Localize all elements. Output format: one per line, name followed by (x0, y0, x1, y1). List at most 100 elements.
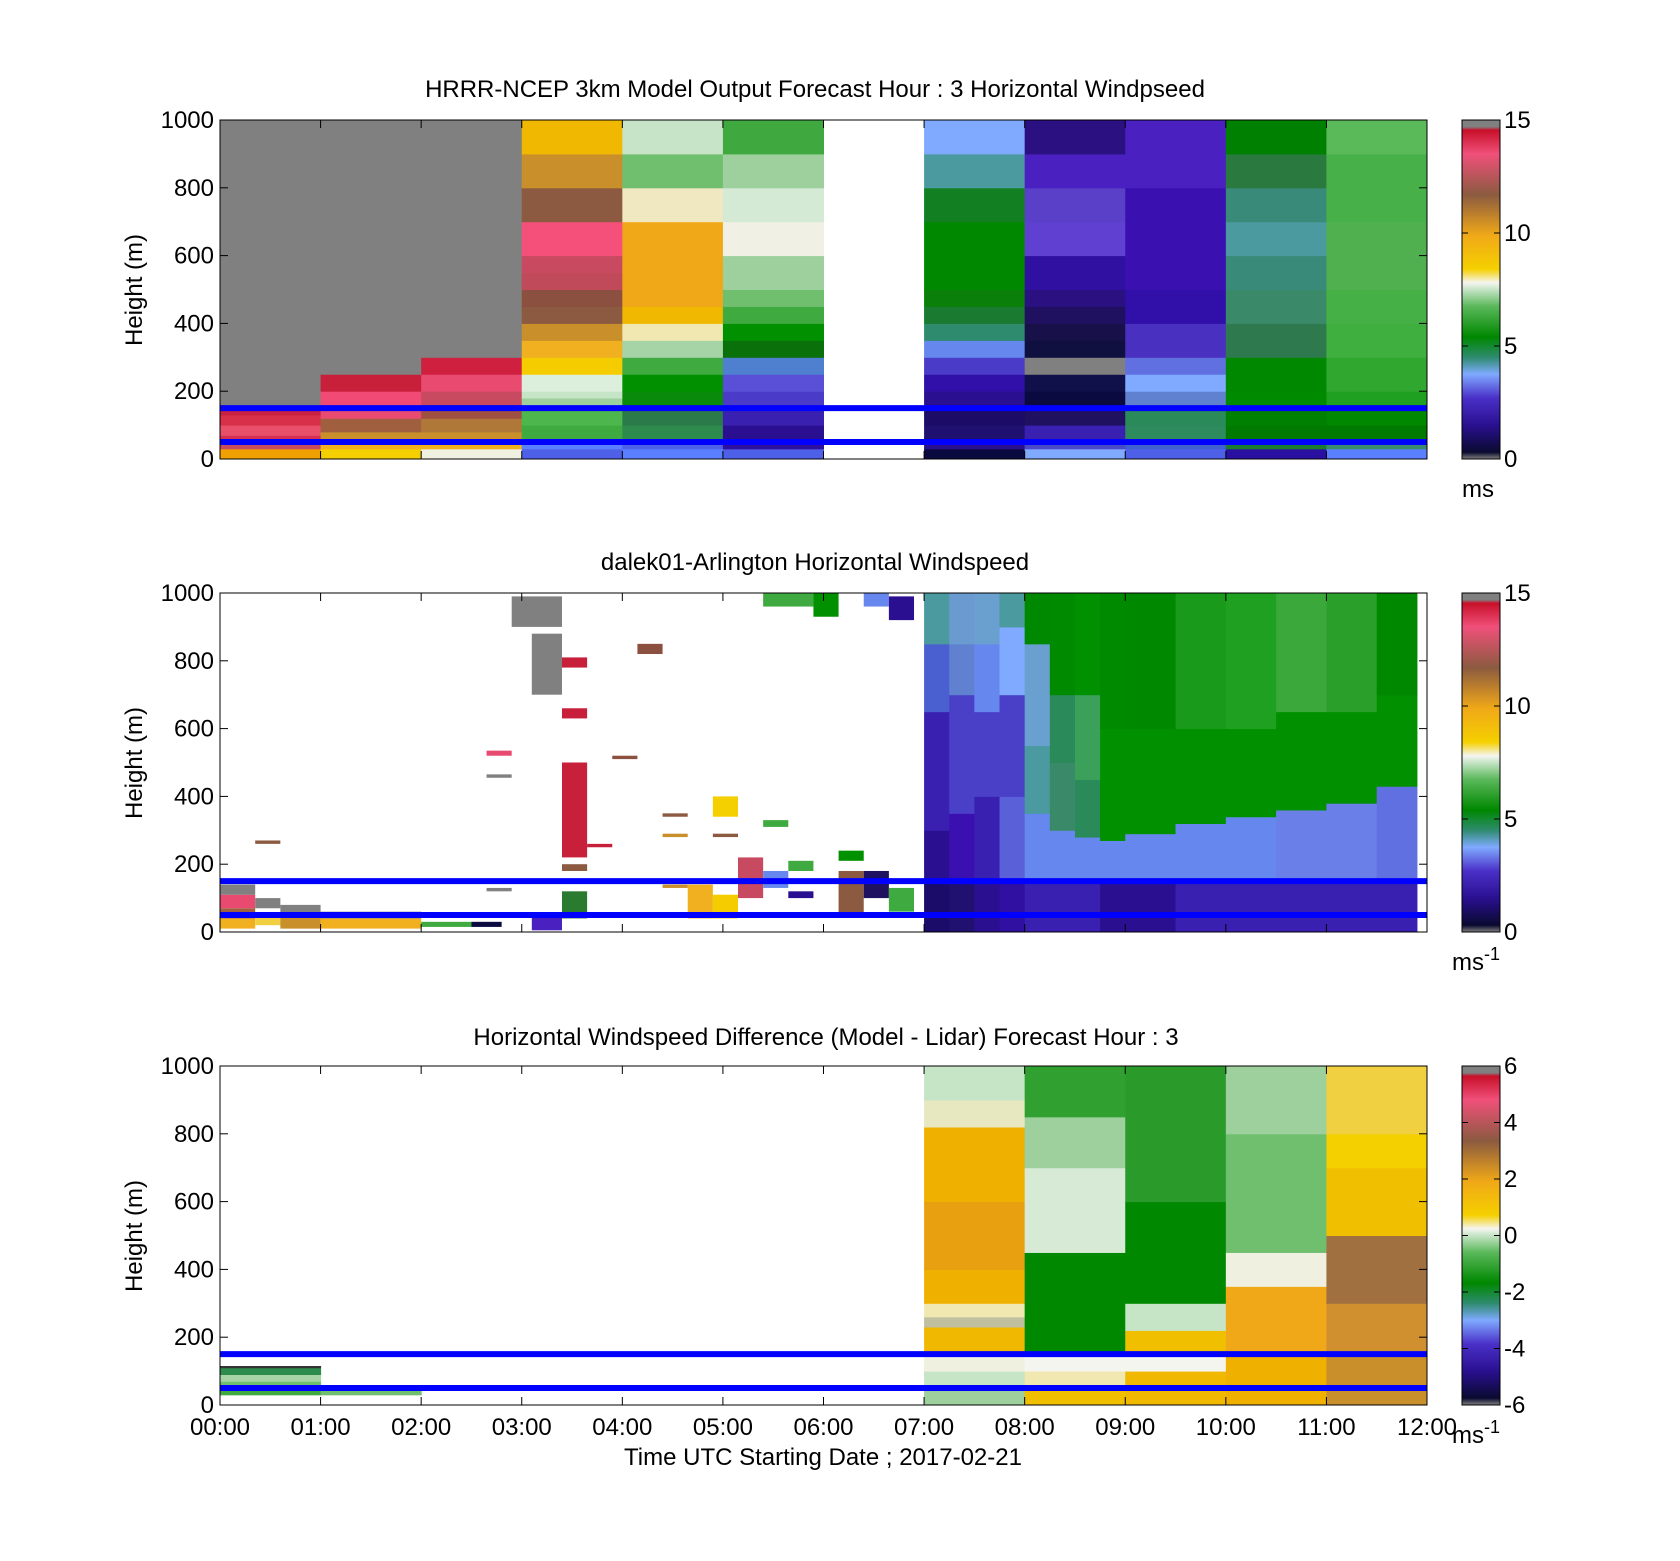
heatmap-cell (521, 408, 623, 426)
panel-title: HRRR-NCEP 3km Model Output Forecast Hour… (425, 76, 1205, 103)
heatmap-cell (924, 153, 1026, 189)
heatmap-cell (1024, 153, 1126, 189)
heatmap-cell (622, 153, 724, 189)
heatmap-cell (220, 1367, 322, 1375)
heatmap-cell (1225, 1286, 1327, 1355)
heatmap-cell (1225, 816, 1277, 882)
heatmap-cell (1326, 1235, 1428, 1304)
heatmap-cell (1024, 306, 1126, 324)
heatmap-cell (521, 374, 623, 392)
heatmap-cell (1225, 391, 1327, 409)
heatmap-cell (722, 425, 824, 440)
colorbar-unit: ms-1 (1452, 1417, 1500, 1449)
colorbar-scale (1461, 1065, 1501, 1406)
colorbar-tick-label: 5 (1504, 333, 1517, 360)
heatmap-cell (220, 448, 322, 460)
heatmap-cell (622, 425, 724, 440)
heatmap-cell (1376, 593, 1418, 696)
x-axis-ticks (219, 593, 1428, 932)
heatmap-cell (1326, 357, 1428, 392)
heatmap-cell (320, 120, 422, 375)
heatmap-cell (1225, 1066, 1327, 1135)
heatmap-cell (712, 796, 739, 817)
heatmap-cell (622, 120, 724, 155)
colorbar-tick-label: 6 (1504, 1053, 1517, 1080)
heatmap-cell (320, 1388, 422, 1396)
heatmap-cell (521, 340, 623, 358)
heatmap-cell (521, 255, 623, 274)
heatmap-cell (1326, 593, 1378, 713)
heatmap-cell (637, 643, 663, 655)
heatmap-cell (280, 915, 321, 929)
heatmap-cell (1175, 823, 1227, 882)
heatmap-cell (622, 357, 724, 375)
heatmap-cell (521, 221, 623, 257)
heatmap-cell (1225, 255, 1327, 290)
x-tick-label: 01:00 (291, 1414, 351, 1441)
heatmap-cell (511, 596, 562, 627)
heatmap-cell (486, 750, 512, 756)
heatmap-cell (924, 1316, 1026, 1328)
heatmap-cell (1125, 593, 1177, 730)
colorbar-tick-label: 0 (1504, 446, 1517, 473)
heatmap-cell (1049, 762, 1076, 831)
y-tick-label: 600 (174, 716, 214, 743)
heatmap-cell (521, 289, 623, 307)
heatmap-cell (838, 850, 864, 861)
heatmap-cell (1024, 255, 1126, 290)
heatmap-cell (1074, 694, 1101, 780)
heatmap-cell (1125, 1066, 1227, 1203)
y-axis-ticks: 0 200 400 600 800 1000 (161, 580, 1427, 946)
heatmap-cell (722, 255, 824, 290)
heatmap-cell (486, 774, 512, 778)
heatmap-cell (521, 357, 623, 375)
heatmap-cell (722, 187, 824, 223)
x-tick-label: 08:00 (995, 1414, 1055, 1441)
heatmap-cell (521, 187, 623, 223)
heatmap-cell (1326, 1303, 1428, 1355)
heatmap-cell (924, 306, 1026, 324)
heatmap-cell (949, 813, 975, 882)
heatmap-cell (1024, 1167, 1126, 1253)
heatmap-cell (320, 418, 422, 433)
heatmap-cell (788, 860, 814, 871)
heatmap-cell (1276, 593, 1327, 713)
heatmap-cell (1024, 881, 1051, 933)
heatmap-cell (1125, 255, 1227, 290)
heatmap-cell (1024, 391, 1126, 409)
heatmap-cell (421, 418, 523, 433)
x-tick-label: 07:00 (894, 1414, 954, 1441)
heatmap-cell (1175, 728, 1227, 825)
heatmap-cell (320, 442, 422, 450)
heatmap-cell (888, 887, 915, 912)
heatmap-cell (924, 120, 1026, 155)
heatmap-cell (999, 881, 1026, 933)
heatmap-cell (1024, 745, 1051, 814)
heatmap-cell (813, 593, 839, 617)
heatmap-cell (1125, 323, 1227, 358)
heatmap-cell (421, 921, 472, 927)
heatmap-cell (1074, 779, 1101, 838)
heatmap-cell (924, 408, 1026, 426)
heatmap-cell (1125, 391, 1227, 409)
heatmap-cell (924, 1269, 1026, 1304)
heatmap-cell (612, 755, 638, 760)
heatmap-cell (974, 711, 1001, 797)
heatmap-cell (1326, 1354, 1428, 1406)
difference-panel: Horizontal Windspeed Difference (Model -… (121, 1024, 1525, 1449)
heatmap-cell (1225, 425, 1327, 440)
heatmap-cell (220, 894, 256, 909)
heatmap-cell (863, 593, 889, 607)
heatmap-cell (521, 153, 623, 189)
heatmap-cell (521, 391, 623, 399)
heatmap-cell (1049, 881, 1076, 933)
y-tick-label: 600 (174, 243, 214, 270)
heatmap-cell (471, 921, 502, 927)
heatmap-cell (1326, 1066, 1428, 1135)
heatmap-cell (1125, 1201, 1227, 1304)
heatmap-cell (1225, 408, 1327, 426)
heatmap-cell (622, 391, 724, 409)
colorbar: 0 5 10 15 ms-1 (1452, 580, 1531, 976)
heatmap-cell (531, 915, 562, 931)
heatmap-cell (1024, 187, 1126, 223)
